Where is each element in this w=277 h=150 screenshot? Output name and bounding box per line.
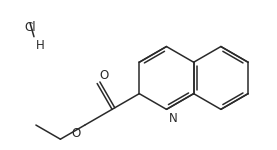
Text: Cl: Cl [24,21,36,34]
Text: N: N [168,112,177,125]
Text: O: O [72,127,81,140]
Text: O: O [99,69,108,82]
Text: H: H [36,39,45,52]
